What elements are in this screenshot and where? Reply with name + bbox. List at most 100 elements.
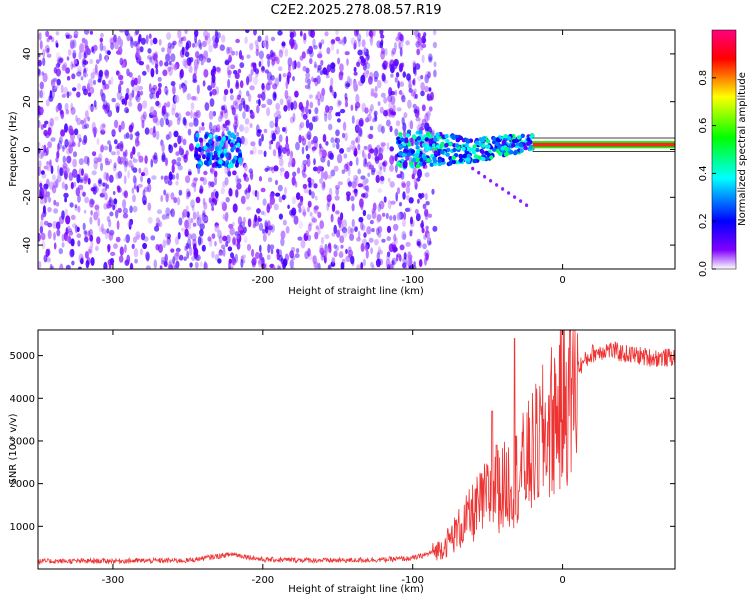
spectrogram-cell — [445, 152, 450, 157]
spectrogram-cell — [250, 111, 255, 120]
spectrogram-cell — [401, 152, 406, 158]
spectrogram-cell — [427, 116, 430, 121]
spectrogram-cell — [141, 119, 145, 129]
spectrogram-cell — [154, 225, 160, 232]
spectrogram-cell — [110, 198, 114, 205]
y-tick-label: 40 — [22, 48, 33, 61]
spectrogram-cell — [375, 174, 380, 184]
spectrogram-cell — [40, 170, 45, 175]
spectrogram-cell — [472, 158, 477, 164]
spectrogram-cell — [267, 58, 271, 68]
spectrogram-cell — [307, 248, 311, 257]
spectrogram-cell — [519, 148, 524, 153]
spectrogram-cell — [38, 69, 41, 76]
spectrogram-cell — [87, 78, 93, 88]
spectrogram-cell — [426, 233, 431, 241]
spectrogram-cell — [87, 230, 91, 237]
spectrogram-cell — [208, 110, 214, 120]
spectrogram-cell — [94, 63, 98, 74]
spectrogram-cell — [160, 194, 164, 203]
spectrogram-cell — [99, 41, 104, 52]
spectrogram-cell — [173, 64, 178, 71]
spectrogram-cell — [386, 251, 391, 258]
spectrogram-cell — [346, 161, 350, 172]
spectrogram-cell — [403, 211, 406, 221]
spectrogram-cell — [452, 147, 457, 153]
spectrogram-cell — [254, 39, 259, 47]
spectrogram-cell — [203, 260, 207, 269]
spectrogram-cell — [106, 215, 111, 223]
spectrogram-cell — [71, 260, 75, 266]
spectrogram-cell — [93, 100, 97, 108]
spectrogram-cell — [379, 41, 384, 49]
spectrogram-cell — [110, 251, 116, 256]
spectrogram-cell — [287, 57, 293, 67]
spectrogram-cell — [406, 152, 412, 157]
spectrogram-cell — [241, 254, 246, 259]
spectrogram-cell — [422, 203, 427, 210]
spectrogram-cell — [330, 213, 334, 223]
spectrogram-cell — [104, 69, 109, 79]
spectrogram-cell — [507, 191, 511, 195]
spectrogram-cell — [311, 146, 317, 151]
spectrogram-cell — [56, 150, 60, 159]
spectrogram-cell — [339, 71, 344, 76]
spectrogram-cell — [81, 168, 84, 176]
spectrogram-cell — [165, 232, 169, 239]
spectrogram-cell — [137, 151, 141, 158]
spectrogram-cell — [179, 68, 184, 79]
spectrogram-cell — [344, 132, 348, 142]
spectrogram-cell — [140, 232, 146, 241]
spectrogram-cell — [283, 105, 288, 112]
spectrogram-cell — [79, 177, 84, 182]
spectrogram-cell — [374, 114, 378, 122]
spectrogram-cell — [53, 67, 58, 74]
spectrogram-cell — [267, 220, 271, 230]
spectrogram-cell — [82, 191, 86, 197]
spectrogram-cell — [382, 74, 386, 82]
spectrogram-cell — [241, 55, 244, 61]
spectrogram-cell — [320, 39, 325, 45]
spectrogram-cell — [222, 214, 226, 220]
spectrogram-cell — [98, 226, 103, 233]
spectrogram-cell — [365, 62, 371, 70]
spectrogram-cell — [381, 125, 385, 134]
spectrogram-cell — [100, 32, 104, 38]
spectrogram-cell — [424, 192, 428, 201]
spectrogram-cell — [300, 195, 304, 203]
spectrogram-cell — [81, 124, 87, 130]
spectrogram-cell — [335, 30, 339, 36]
spectrogram-cell — [58, 215, 65, 225]
spectrogram-cell — [294, 90, 299, 98]
spectrogram-cell — [175, 180, 179, 186]
spectrogram-cell — [78, 188, 84, 196]
spectrogram-cell — [398, 40, 401, 50]
spectrogram-cell — [42, 187, 48, 197]
spectrogram-cell — [228, 187, 233, 197]
spectrogram-cell — [312, 166, 318, 172]
spectrogram-cell — [290, 40, 295, 48]
spectrogram-cell — [195, 254, 201, 261]
spectrogram-cell — [82, 60, 89, 65]
spectrogram-cell — [235, 189, 239, 198]
spectrogram-cell — [134, 177, 138, 186]
spectrogram-cell — [345, 248, 348, 255]
spectrogram-cell — [367, 133, 373, 139]
spectrogram-cell — [176, 117, 181, 126]
spectrogram-cell — [92, 126, 98, 135]
spectrogram-cell — [153, 53, 158, 62]
spectrogram-cell — [301, 111, 305, 118]
spectrogram-cell — [416, 177, 421, 182]
spectrogram-cell — [199, 223, 205, 230]
spectrogram-cell — [396, 212, 401, 221]
spectrogram-cell — [339, 235, 345, 244]
spectrogram-cell — [397, 163, 403, 168]
spectrogram-cell — [65, 215, 71, 225]
spectrogram-cell — [129, 262, 134, 269]
spectrogram-cell — [174, 94, 180, 104]
spectrogram-cell — [428, 134, 433, 139]
spectrogram-cell — [261, 133, 264, 142]
spectrogram-cell — [184, 228, 189, 237]
spectrogram-cell — [395, 120, 401, 127]
spectrogram-cell — [175, 112, 179, 118]
